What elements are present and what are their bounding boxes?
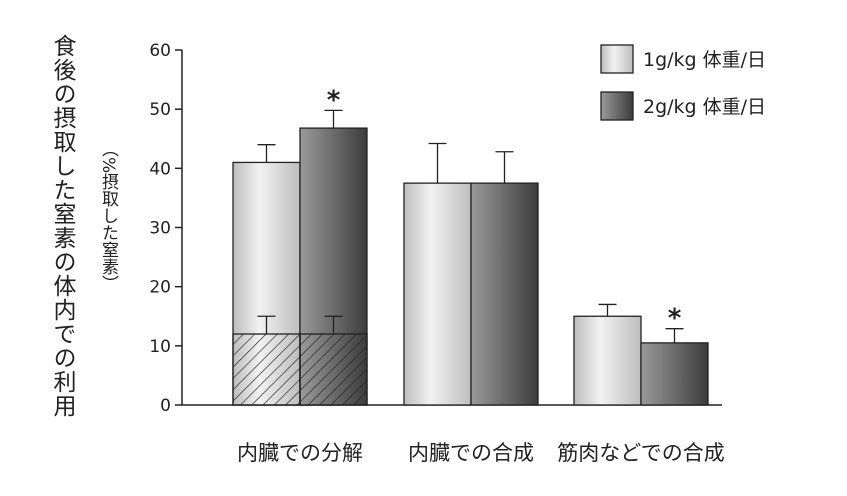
hatched-segment <box>232 333 301 406</box>
y-tick-label: 20 <box>149 278 171 298</box>
y-tick-label: 50 <box>149 100 171 120</box>
y-axis-title: 食後の摂取した窒素の体内での利用 <box>49 34 75 418</box>
y-tick-label: 60 <box>149 41 171 61</box>
x-category-label: 内臓での分解 <box>237 441 363 465</box>
significance-marker: * <box>327 85 341 115</box>
y-tick-label: 10 <box>149 337 171 357</box>
bar <box>573 315 642 406</box>
y-tick-label: 40 <box>149 159 171 179</box>
legend-label: 2g/kg 体重/日 <box>643 96 766 118</box>
y-tick-label: 0 <box>160 396 171 416</box>
y-tick-label: 30 <box>149 219 171 239</box>
significance-marker: * <box>668 304 682 334</box>
legend-swatch <box>600 91 634 121</box>
y-axis-subtitle: （%摂取した窒素） <box>98 140 118 293</box>
legend-swatch <box>600 44 634 74</box>
bar <box>403 182 472 406</box>
hatched-segment <box>299 333 368 406</box>
x-category-label: 内臓での合成 <box>408 441 534 465</box>
legend-label: 1g/kg 体重/日 <box>643 49 766 71</box>
x-category-label: 筋肉などでの合成 <box>557 441 725 465</box>
bar <box>470 182 539 406</box>
bar <box>640 342 709 406</box>
